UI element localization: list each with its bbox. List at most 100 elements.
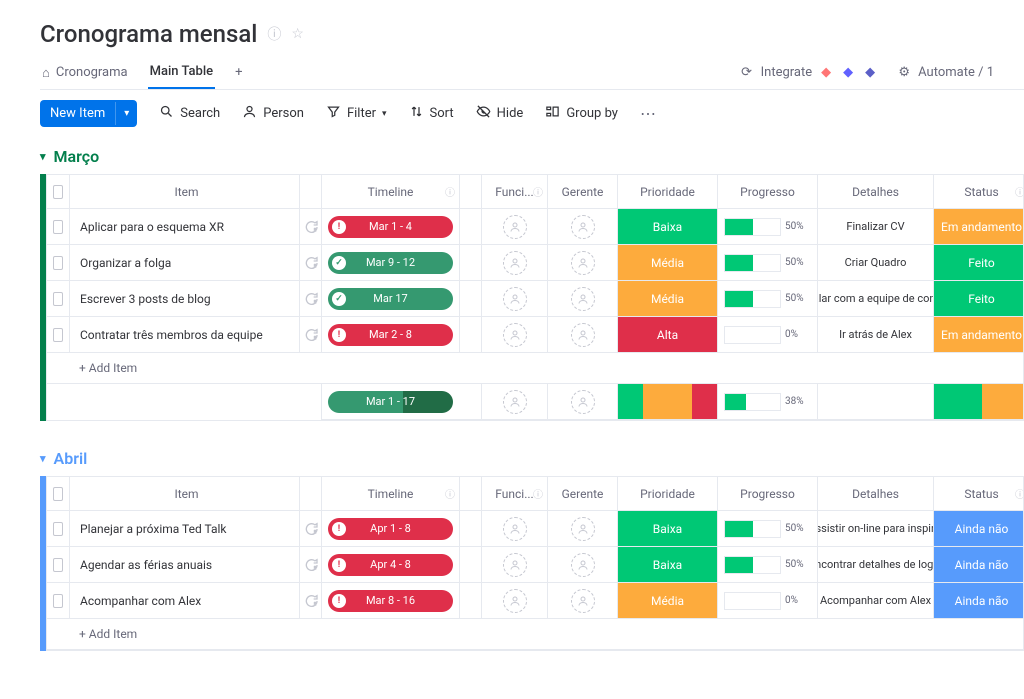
person-cell[interactable] xyxy=(503,517,527,541)
manager-cell[interactable] xyxy=(571,517,595,541)
progress-cell[interactable]: 50% xyxy=(724,290,811,308)
manager-cell[interactable] xyxy=(571,553,595,577)
conversation-icon[interactable] xyxy=(303,291,319,307)
hide-button[interactable]: Hide xyxy=(476,104,524,123)
more-menu[interactable]: ⋯ xyxy=(640,104,656,123)
person-cell[interactable] xyxy=(503,287,527,311)
priority-label[interactable]: Média xyxy=(618,583,717,618)
table-row[interactable]: Acompanhar com Alex !Mar 8 - 16 Média 0% Aco… xyxy=(47,583,1023,619)
select-all-checkbox[interactable] xyxy=(53,487,63,501)
details-text[interactable]: Falar com a equipe de con... xyxy=(817,292,933,305)
progress-cell[interactable]: 50% xyxy=(724,520,811,538)
timeline-pill[interactable]: !Apr 1 - 8 xyxy=(328,518,453,540)
info-icon[interactable]: ⓘ xyxy=(445,486,455,501)
item-name[interactable]: Aplicar para o esquema XR xyxy=(80,220,224,234)
person-cell[interactable] xyxy=(503,323,527,347)
row-checkbox[interactable] xyxy=(53,292,63,306)
person-placeholder[interactable] xyxy=(571,390,595,414)
group-header-abril[interactable]: ▾ Abril xyxy=(40,449,1024,468)
select-all-checkbox[interactable] xyxy=(53,185,63,199)
person-cell[interactable] xyxy=(503,589,527,613)
add-item-button[interactable]: + Add Item xyxy=(47,619,1023,650)
manager-cell[interactable] xyxy=(571,215,595,239)
item-name[interactable]: Agendar as férias anuais xyxy=(80,558,212,572)
status-label[interactable]: Em andamento xyxy=(934,209,1024,244)
integrate-button[interactable]: ⟳ Integrate ◆ ◆ ◆ xyxy=(739,65,879,81)
priority-label[interactable]: Média xyxy=(618,281,717,316)
conversation-icon[interactable] xyxy=(303,255,319,271)
item-name[interactable]: Escrever 3 posts de blog xyxy=(80,292,211,306)
details-text[interactable]: Criar Quadro xyxy=(845,256,907,269)
timeline-pill[interactable]: ✓Mar 9 - 12 xyxy=(328,252,453,274)
table-row[interactable]: Escrever 3 posts de blog ✓Mar 17 Média 50% F… xyxy=(47,281,1023,317)
details-text[interactable]: Encontrar detalhes de login xyxy=(817,558,933,571)
conversation-icon[interactable] xyxy=(303,327,319,343)
item-name[interactable]: Planejar a próxima Ted Talk xyxy=(80,522,227,536)
star-icon[interactable]: ☆ xyxy=(291,26,304,42)
priority-label[interactable]: Média xyxy=(618,245,717,280)
search-button[interactable]: Search xyxy=(159,104,220,123)
group-header-marco[interactable]: ▾ Março xyxy=(40,147,1024,166)
conversation-icon[interactable] xyxy=(303,593,319,609)
status-label[interactable]: Em andamento xyxy=(934,317,1024,352)
automate-button[interactable]: ⚙ Automate / 1 xyxy=(896,65,994,81)
timeline-pill[interactable]: !Mar 8 - 16 xyxy=(328,590,453,612)
manager-cell[interactable] xyxy=(571,589,595,613)
timeline-pill[interactable]: !Mar 2 - 8 xyxy=(328,324,453,346)
row-checkbox[interactable] xyxy=(53,256,63,270)
info-icon[interactable]: ⓘ xyxy=(445,184,455,199)
person-cell[interactable] xyxy=(503,215,527,239)
person-cell[interactable] xyxy=(503,251,527,275)
timeline-pill[interactable]: !Mar 1 - 4 xyxy=(328,216,453,238)
timeline-pill[interactable]: ✓Mar 17 xyxy=(328,288,453,310)
person-cell[interactable] xyxy=(503,553,527,577)
status-label[interactable]: Feito xyxy=(934,245,1024,280)
item-name[interactable]: Acompanhar com Alex xyxy=(80,594,201,608)
timeline-pill[interactable]: !Apr 4 - 8 xyxy=(328,554,453,576)
priority-label[interactable]: Baixa xyxy=(618,547,717,582)
add-item-button[interactable]: + Add Item xyxy=(47,353,1023,384)
status-label[interactable]: Ainda não xyxy=(934,511,1024,546)
table-row[interactable]: Contratar três membros da equipe !Mar 2 -… xyxy=(47,317,1023,353)
progress-cell[interactable]: 0% xyxy=(724,592,811,610)
priority-label[interactable]: Baixa xyxy=(618,209,717,244)
manager-cell[interactable] xyxy=(571,251,595,275)
details-text[interactable]: Assistir on-line para inspir... xyxy=(817,522,933,535)
row-checkbox[interactable] xyxy=(53,522,63,536)
priority-label[interactable]: Alta xyxy=(618,317,717,352)
row-checkbox[interactable] xyxy=(53,558,63,572)
info-icon[interactable]: ⓘ xyxy=(533,486,543,501)
progress-cell[interactable]: 50% xyxy=(724,254,811,272)
person-placeholder[interactable] xyxy=(503,390,527,414)
item-name[interactable]: Organizar a folga xyxy=(80,256,171,270)
new-item-button[interactable]: New Item ▾ xyxy=(40,100,137,127)
details-text[interactable]: Ir atrás de Alex xyxy=(839,328,912,341)
info-icon[interactable]: ⓘ xyxy=(1015,184,1024,199)
table-row[interactable]: Planejar a próxima Ted Talk!Apr 1 - 8Bai… xyxy=(47,511,1023,547)
conversation-icon[interactable] xyxy=(303,521,319,537)
info-icon[interactable]: ⓘ xyxy=(533,184,543,199)
row-checkbox[interactable] xyxy=(53,594,63,608)
table-row[interactable]: Organizar a folga ✓Mar 9 - 12 Média 50% Cria… xyxy=(47,245,1023,281)
details-text[interactable]: Acompanhar com Alex xyxy=(820,594,931,607)
details-text[interactable]: Finalizar CV xyxy=(846,220,904,233)
conversation-icon[interactable] xyxy=(303,219,319,235)
table-row[interactable]: Aplicar para o esquema XR !Mar 1 - 4 Baixa… xyxy=(47,209,1023,245)
manager-cell[interactable] xyxy=(571,323,595,347)
status-label[interactable]: Ainda não xyxy=(934,583,1024,618)
progress-cell[interactable]: 0% xyxy=(724,326,811,344)
table-row[interactable]: Agendar as férias anuais !Apr 4 - 8 Baixa 5… xyxy=(47,547,1023,583)
manager-cell[interactable] xyxy=(571,287,595,311)
sort-button[interactable]: Sort xyxy=(409,104,454,123)
info-icon[interactable]: ⓘ xyxy=(1015,486,1024,501)
chevron-down-icon[interactable]: ▾ xyxy=(115,102,137,125)
status-label[interactable]: Feito xyxy=(934,281,1024,316)
tab-cronograma[interactable]: ⌂ Cronograma xyxy=(40,56,130,89)
item-name[interactable]: Contratar três membros da equipe xyxy=(80,328,263,342)
person-button[interactable]: Person xyxy=(242,104,304,123)
row-checkbox[interactable] xyxy=(53,220,63,234)
row-checkbox[interactable] xyxy=(53,328,63,342)
progress-cell[interactable]: 50% xyxy=(724,556,811,574)
tab-add[interactable]: + xyxy=(233,56,244,89)
conversation-icon[interactable] xyxy=(303,557,319,573)
